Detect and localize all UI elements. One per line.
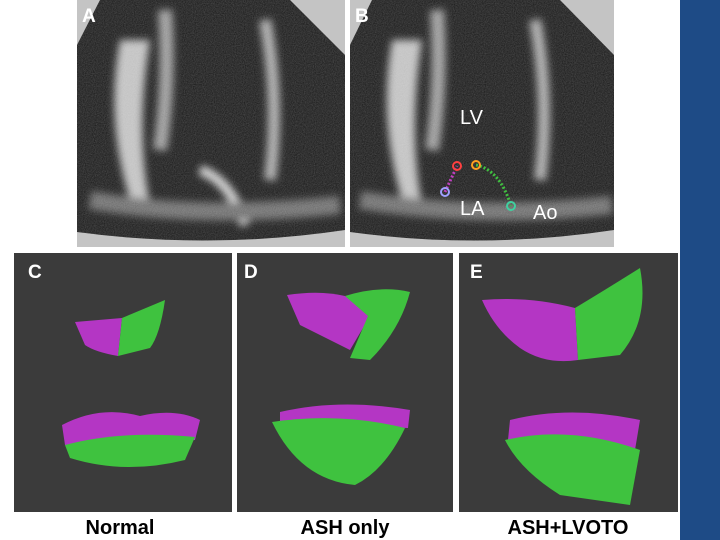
model-panel-e: E — [459, 253, 678, 512]
echo-panel-b: B LV LA Ao — [350, 0, 614, 247]
caption: Normal — [86, 517, 155, 539]
side-band — [680, 0, 720, 540]
annotation: Ao — [533, 202, 557, 224]
panel-label: B — [355, 6, 369, 27]
echo-panel-a: A — [77, 0, 345, 247]
panel-label: E — [470, 262, 483, 283]
caption: ASH only — [301, 517, 391, 539]
annotation: LA — [460, 198, 485, 220]
model-panel-c: C — [14, 253, 232, 512]
panel-label: D — [244, 262, 258, 283]
caption: ASH+LVOTO — [508, 517, 629, 539]
model-panel-d: D — [237, 253, 453, 512]
panel-label: C — [28, 262, 42, 283]
panel-label: A — [82, 6, 96, 27]
annotation: LV — [460, 107, 484, 129]
